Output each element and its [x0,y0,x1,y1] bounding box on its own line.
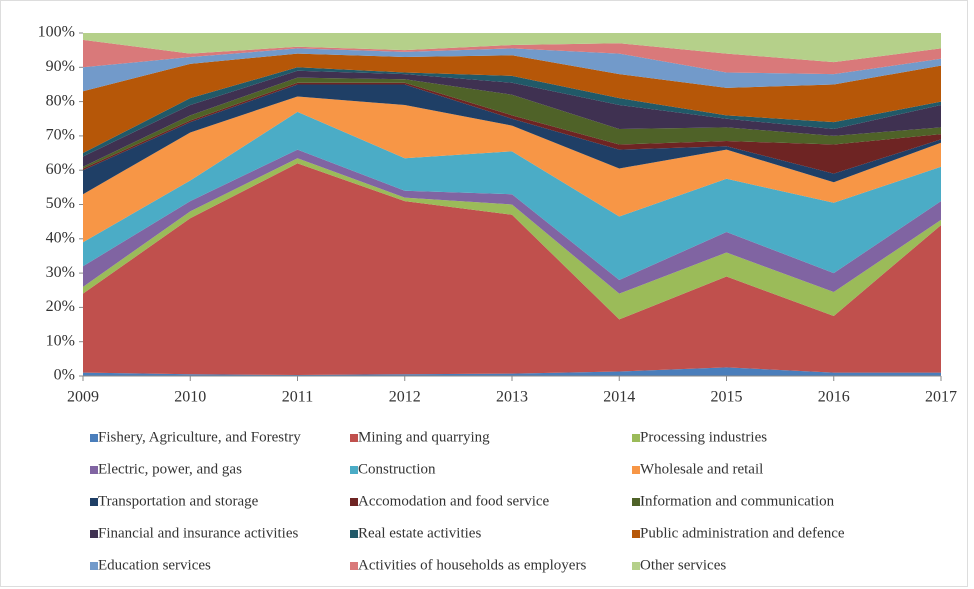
legend-swatch [90,434,98,442]
legend-swatch [632,530,640,538]
area [83,70,941,167]
x-tick-label: 2017 [925,389,957,406]
y-tick-label: 30% [46,264,75,281]
area [83,163,941,375]
area [83,53,941,154]
y-tick-label: 20% [46,298,75,315]
legend-label: Wholesale and retail [640,461,763,477]
legend-label: Financial and insurance activities [98,525,299,541]
legend-label: Processing industries [640,429,767,445]
y-tick-label: 40% [46,229,75,246]
y-tick-label: 80% [46,92,75,109]
legend-swatch [350,530,358,538]
legend-label: Public administration and defence [640,525,845,541]
legend-swatch [350,498,358,506]
legend-swatch [632,498,640,506]
legend-swatch [632,434,640,442]
area [83,82,941,174]
legend-swatch [350,466,358,474]
y-tick-label: 60% [46,161,75,178]
legend-label: Activities of households as employers [358,557,586,573]
area [83,39,941,75]
area [83,33,941,63]
legend-label: Information and communication [640,493,835,509]
legend-label: Other services [640,557,726,573]
legend-swatch [350,434,358,442]
x-tick-label: 2013 [496,389,528,406]
x-tick-label: 2011 [282,389,313,406]
legend-swatch [90,498,98,506]
x-tick-label: 2009 [67,389,99,406]
x-tick-label: 2012 [389,389,421,406]
legend-label: Electric, power, and gas [98,461,242,477]
y-tick-label: 50% [46,195,75,212]
legend-label: Construction [358,461,436,477]
legend-label: Fishery, Agriculture, and Forestry [98,429,301,445]
area [83,367,941,376]
legend-label: Real estate activities [358,525,481,541]
legend-swatch [90,466,98,474]
y-tick-label: 0% [54,367,75,384]
y-tick-label: 100% [38,24,75,41]
legend-label: Education services [98,557,211,573]
area [83,48,941,92]
area [83,77,941,169]
x-tick-label: 2010 [174,389,206,406]
area [83,111,941,280]
legend-label: Accomodation and food service [358,493,550,509]
legend-swatch [632,562,640,570]
x-tick-label: 2016 [818,389,850,406]
legend-swatch [90,562,98,570]
y-tick-label: 70% [46,127,75,144]
legend-label: Mining and quarrying [358,429,490,445]
y-tick-label: 10% [46,332,75,349]
legend-swatch [350,562,358,570]
legend-swatch [90,530,98,538]
x-tick-label: 2015 [711,389,743,406]
y-tick-label: 90% [46,58,75,75]
legend-label: Transportation and storage [98,493,259,509]
legend-swatch [632,466,640,474]
x-tick-label: 2014 [603,389,635,406]
